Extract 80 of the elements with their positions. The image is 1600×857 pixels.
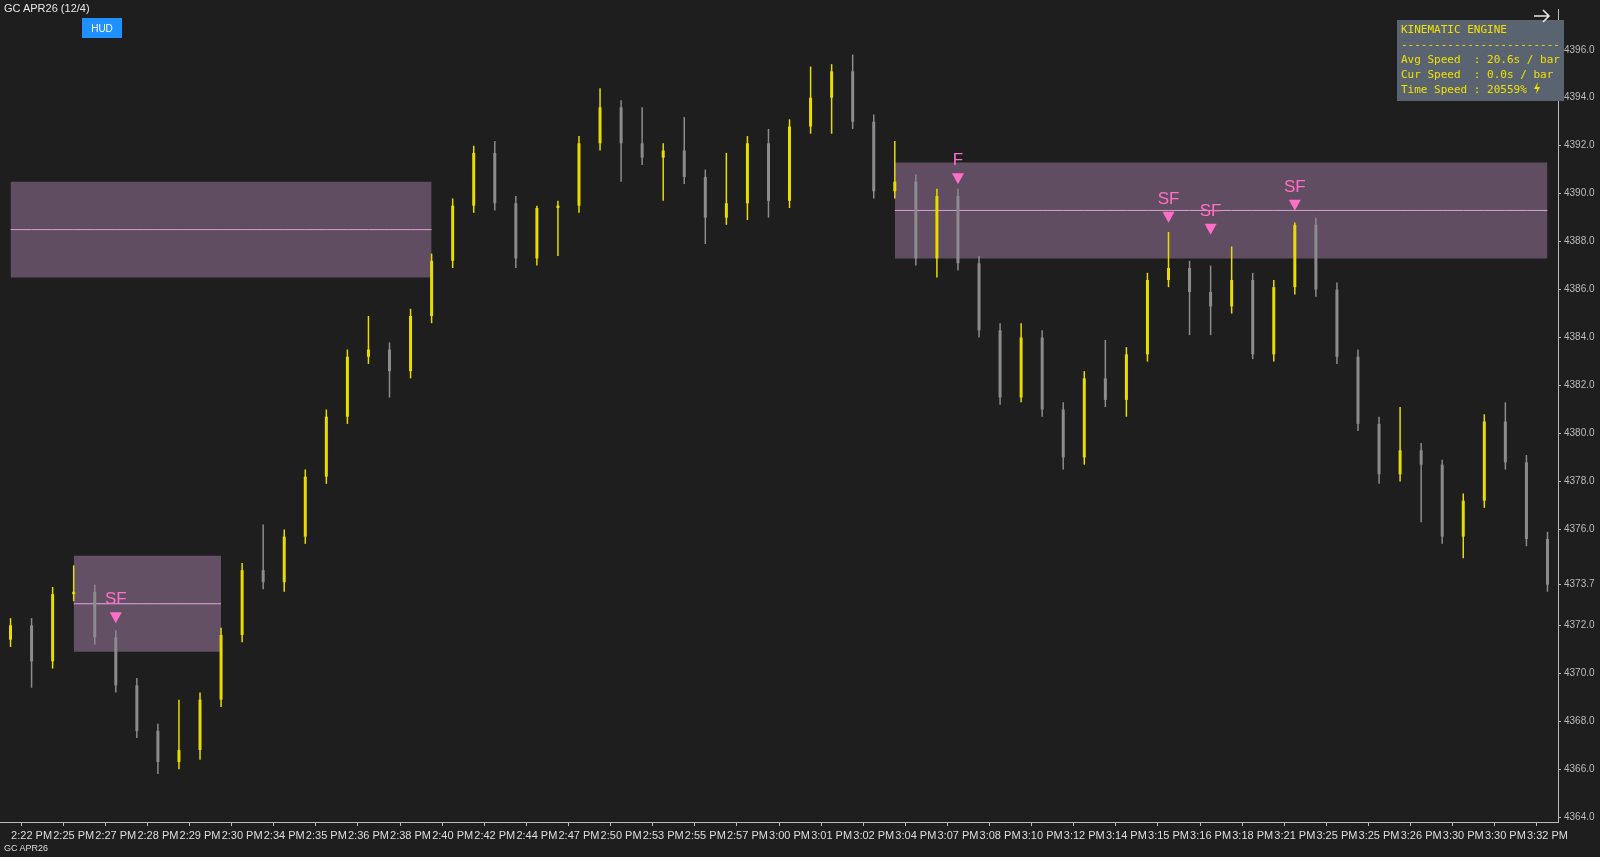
y-tick-label: 4380.0 [1564,427,1596,439]
x-tick-label: 2:50 PM [600,828,642,841]
x-tick-label: 2:30 PM [221,828,263,841]
x-tick-label: 2:55 PM [684,828,726,841]
x-tick-label: 3:02 PM [853,828,895,841]
x-tick-label: 2:35 PM [305,828,347,841]
candlestick [1419,442,1423,523]
candlestick [640,106,644,166]
annotation: ------------------------ [1401,37,1560,52]
x-tick-label: 2:27 PM [95,828,137,841]
y-tick-label: 4368.0 [1564,715,1596,727]
x-tick-label: 3:26 PM [1400,828,1442,841]
x-tick-label: 3:08 PM [979,828,1021,841]
y-tick-label: 4384.0 [1564,331,1596,343]
annotation: Time Speed : 20559% [1401,82,1528,97]
x-tick-label: 3:10 PM [1021,828,1063,841]
annotation: SF [1283,176,1306,196]
y-tick-label: 4388.0 [1564,235,1596,247]
candlestick [893,140,897,200]
x-tick-label: 2:38 PM [390,828,432,841]
y-tick-label: 4373.7 [1564,578,1596,590]
y-tick-label: 4396.0 [1564,43,1596,55]
candlestick [1103,339,1107,408]
candlestick [1209,264,1213,336]
x-tick-label: 3:21 PM [1274,828,1316,841]
x-tick-label: 3:16 PM [1190,828,1232,841]
x-tick-label: 3:12 PM [1063,828,1105,841]
x-tick-label: 3:18 PM [1232,828,1274,841]
x-tick-label: 2:57 PM [726,828,768,841]
y-tick-label: 4366.0 [1564,762,1596,774]
annotation: F [952,150,964,170]
text: GC APR26 [4,843,49,853]
x-tick-label: 2:40 PM [432,828,474,841]
annotation: Cur Speed : 0.0s / bar [1401,67,1555,82]
x-tick-label: 2:25 PM [53,828,95,841]
x-tick-label: 2:47 PM [558,828,600,841]
y-tick-label: 4382.0 [1564,379,1596,391]
candlestick [661,142,665,202]
x-tick-label: 3:30 PM [1484,828,1526,841]
x-tick-label: 2:29 PM [179,828,221,841]
x-tick-label: 3:30 PM [1442,828,1484,841]
annotation: KINEMATIC ENGINE [1401,22,1508,37]
chart-title: GC APR26 (12/4) [4,2,90,14]
y-tick-label: 4390.0 [1564,187,1596,199]
candlestick [9,617,13,648]
annotation: HUD [82,18,122,38]
x-tick-label: 3:04 PM [895,828,937,841]
x-tick-label: 2:42 PM [474,828,516,841]
x-tick-label: 2:22 PM [11,828,53,841]
candlestick [724,152,728,226]
candlestick [177,698,181,770]
y-tick-label: 4364.0 [1564,810,1596,822]
candlestick [1188,260,1192,336]
x-tick-label: 3:25 PM [1358,828,1400,841]
x-tick-label: 3:32 PM [1526,828,1568,841]
y-tick-label: 4376.0 [1564,523,1596,535]
x-tick-label: 2:28 PM [137,828,179,841]
candlestick [261,523,265,591]
candlestick [1398,406,1402,483]
x-tick-label: 3:14 PM [1105,828,1147,841]
x-tick-label: 3:07 PM [937,828,979,841]
annotation: SF [1157,188,1180,208]
y-tick-label: 4392.0 [1564,139,1596,151]
x-tick-label: 3:01 PM [811,828,853,841]
candlestick [1167,231,1170,288]
y-tick-label: 4370.0 [1564,667,1596,679]
x-tick-label: 2:36 PM [347,828,389,841]
y-tick-label: 4394.0 [1564,91,1596,103]
candlestick [366,315,370,365]
x-tick-label: 2:53 PM [642,828,684,841]
y-tick-label: 4386.0 [1564,283,1596,295]
annotation: Avg Speed : 20.6s / bar [1401,52,1560,67]
candlestick [388,341,391,399]
x-tick-label: 2:34 PM [263,828,305,841]
x-tick-label: 2:44 PM [516,828,558,841]
x-tick-label: 3:00 PM [769,828,811,841]
x-tick-label: 3:25 PM [1316,828,1358,841]
y-tick-label: 4378.0 [1564,475,1596,487]
y-tick-label: 4372.0 [1564,619,1596,631]
x-tick-label: 3:15 PM [1148,828,1189,841]
